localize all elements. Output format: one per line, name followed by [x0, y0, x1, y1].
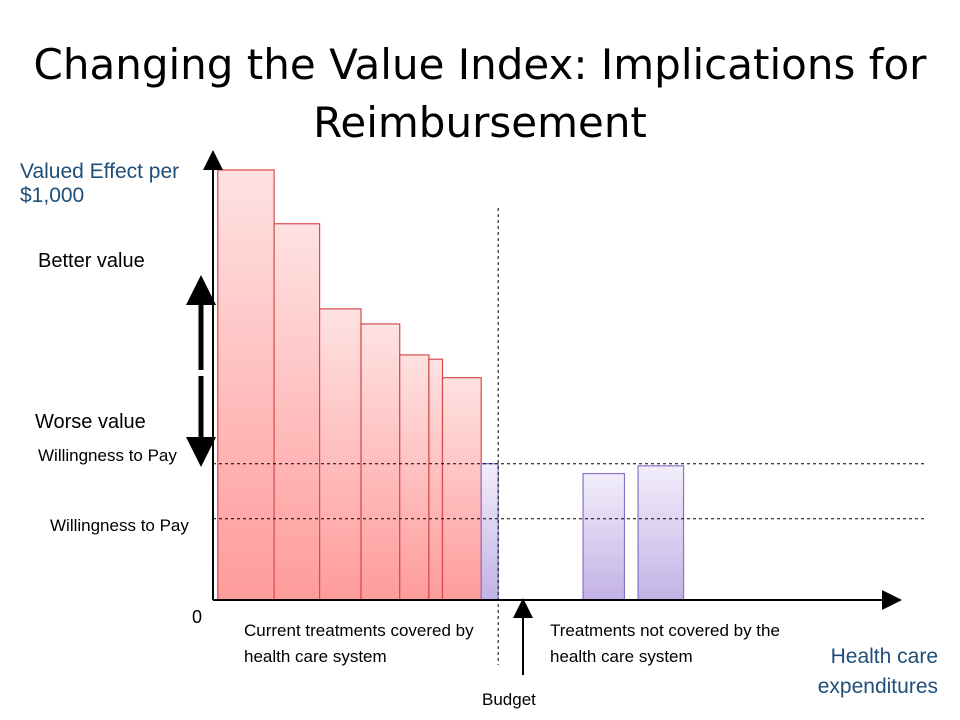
wtp-high-label: Willingness to Pay [38, 446, 177, 465]
covered-bar-5 [399, 354, 430, 601]
not-covered-bar-2 [637, 465, 685, 601]
y-axis-label: Valued Effect per $1,000 [20, 160, 180, 207]
covered-label: Current treatments covered by health car… [244, 621, 474, 666]
covered-bar-1 [217, 169, 275, 601]
covered-marginal-bar [480, 463, 499, 601]
covered-bar-2 [273, 223, 321, 601]
wtp-low-label: Willingness to Pay [50, 516, 189, 535]
not-covered-label: Treatments not covered by the health car… [550, 621, 780, 666]
x-axis-label: Health care expenditures [817, 645, 938, 698]
covered-bar-7 [441, 377, 482, 601]
better-value-label: Better value [38, 250, 145, 272]
covered-bar-3 [319, 308, 362, 601]
slide-title: Changing the Value Index: Implications f… [33, 40, 927, 147]
zero-label: 0 [192, 607, 203, 627]
not-covered-bar-1 [582, 472, 626, 601]
worse-value-label: Worse value [35, 411, 146, 433]
covered-bar-6 [428, 358, 444, 601]
budget-label: Budget [482, 690, 536, 709]
covered-bar-4 [360, 323, 401, 601]
